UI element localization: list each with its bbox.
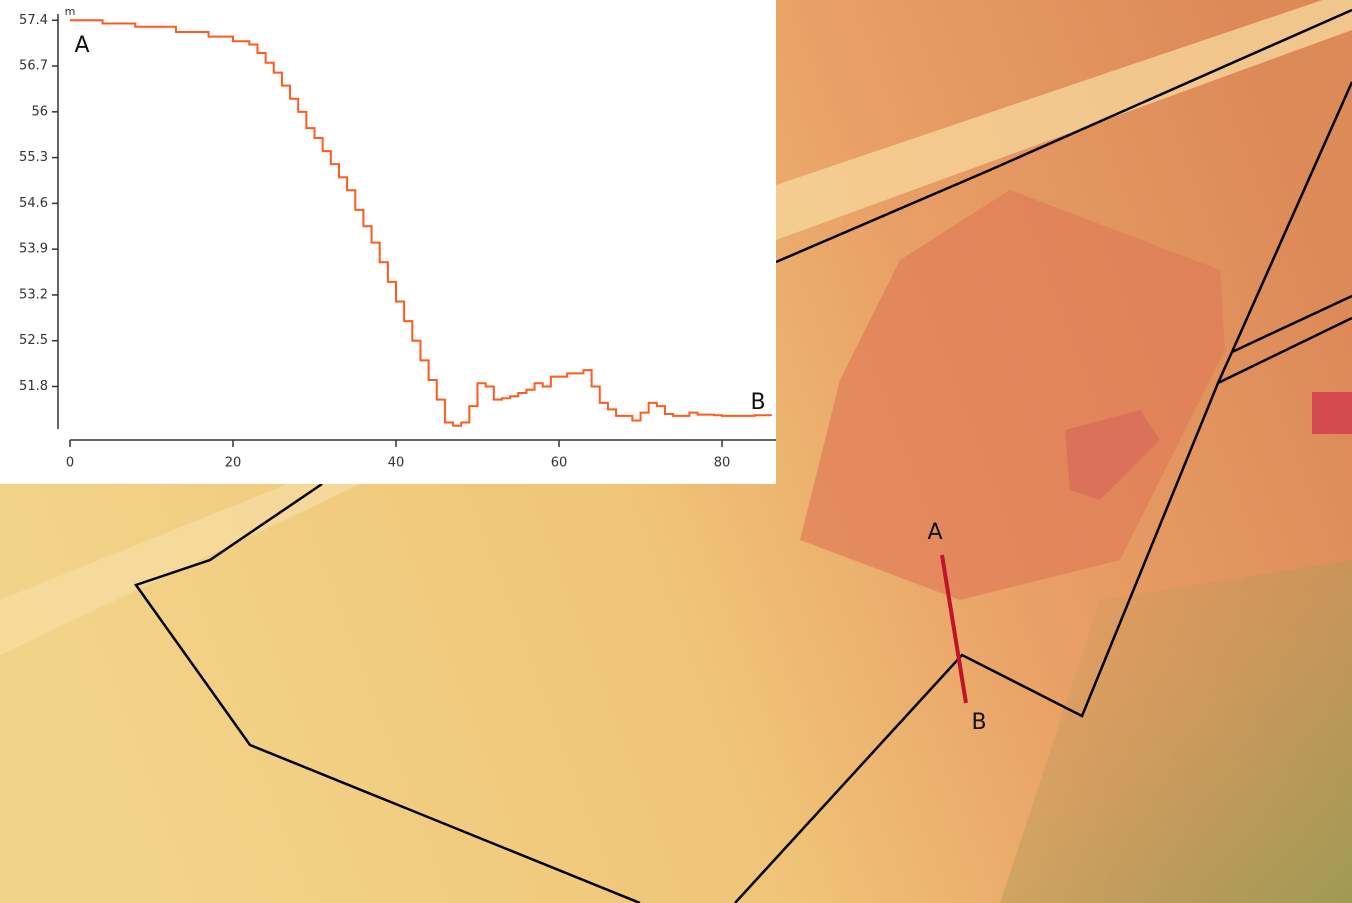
- map-view: A B m A B 57.4 56.7 56 55.3 54.6 53.9 53.2 52.5…: [0, 0, 1352, 903]
- y-tick-label: 54.6: [19, 196, 48, 211]
- profile-panel: [0, 0, 776, 484]
- x-tick-label: 20: [225, 456, 242, 471]
- map-label: B: [971, 710, 986, 735]
- y-tick-label: 52.5: [19, 333, 48, 348]
- map-label: A: [927, 520, 942, 545]
- y-tick-label: 57.4: [19, 13, 48, 28]
- x-tick-label: 0: [66, 456, 74, 471]
- x-tick-label: 40: [388, 456, 405, 471]
- y-tick-label: 51.8: [19, 379, 48, 394]
- y-tick-label: 53.9: [19, 242, 48, 257]
- y-tick-label: 55.3: [19, 150, 48, 165]
- y-tick-label: 56: [31, 104, 48, 119]
- x-tick-label: 80: [714, 456, 731, 471]
- y-tick-label: 56.7: [19, 59, 48, 74]
- y-tick-label: 53.2: [19, 287, 48, 302]
- building: [1312, 392, 1352, 434]
- annotation: A: [74, 33, 89, 58]
- y-unit: m: [65, 5, 76, 18]
- page: A B m A B 57.4 56.7 56 55.3 54.6 53.9 53.2 52.5…: [0, 0, 1352, 903]
- x-tick-label: 60: [551, 456, 568, 471]
- annotation: B: [750, 390, 765, 415]
